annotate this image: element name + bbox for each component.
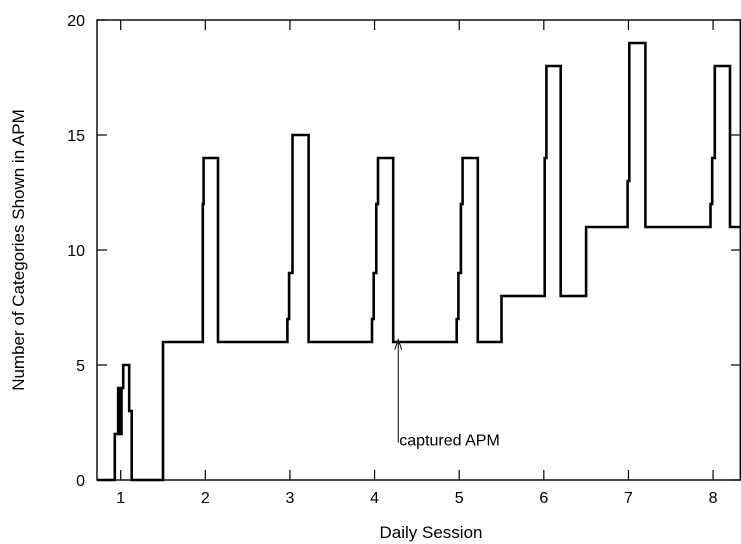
x-tick-label: 3: [285, 490, 294, 507]
series-line: [97, 41, 741, 482]
x-axis-title: Daily Session: [380, 523, 483, 542]
annotation-layer: captured APM: [394, 338, 500, 450]
x-tick-label: 6: [539, 490, 548, 507]
y-tick-label: 15: [67, 128, 85, 145]
y-tick-label: 0: [76, 473, 85, 490]
x-tick-label: 2: [201, 490, 210, 507]
x-tick-label: 4: [370, 490, 379, 507]
x-tick-label: 7: [624, 490, 633, 507]
x-tick-label: 1: [116, 490, 125, 507]
x-tick-label: 8: [709, 490, 718, 507]
x-tick-label: 5: [455, 490, 464, 507]
y-axis-title: Number of Categories Shown in APM: [9, 109, 28, 391]
y-tick-label: 10: [67, 243, 85, 260]
plot-frame: [96, 19, 741, 481]
y-tick-label: 20: [67, 13, 85, 30]
y-tick-label: 5: [76, 358, 85, 375]
annotation-label: captured APM: [399, 433, 500, 450]
annotation-arrow-head: [394, 338, 403, 350]
